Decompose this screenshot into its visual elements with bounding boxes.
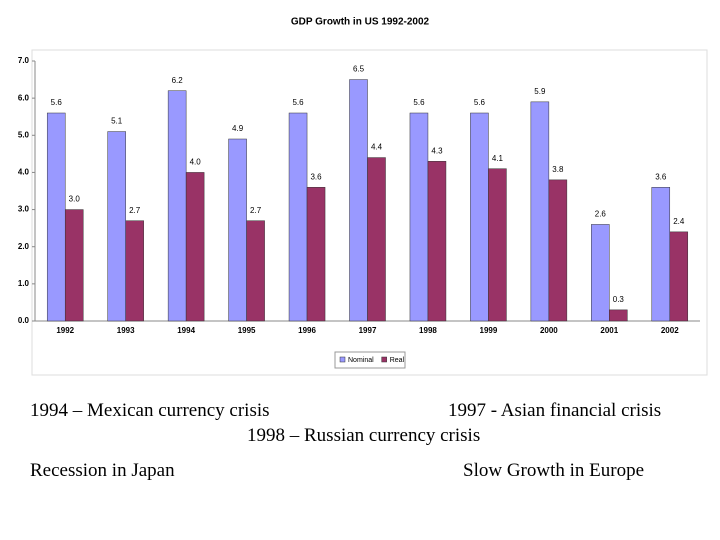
- note: 1994 – Mexican currency crisis: [30, 400, 270, 421]
- value-label: 2.7: [129, 206, 141, 215]
- legend-label: Nominal: [348, 357, 374, 364]
- note: 1998 – Russian currency crisis: [247, 425, 481, 446]
- y-tick-label: 1.0: [18, 279, 30, 288]
- value-label: 3.0: [69, 195, 81, 204]
- value-label: 6.2: [172, 76, 184, 85]
- y-tick-label: 2.0: [18, 242, 30, 251]
- value-label: 5.6: [51, 98, 63, 107]
- value-label: 4.1: [492, 154, 504, 163]
- bar: [228, 138, 247, 322]
- bar: [609, 309, 628, 322]
- bar: [651, 187, 671, 322]
- bar: [367, 157, 386, 322]
- value-label: 6.5: [353, 65, 365, 74]
- bar: [669, 231, 689, 322]
- value-label: 3.8: [552, 165, 564, 174]
- bar: [167, 90, 187, 322]
- value-label: 4.4: [371, 143, 383, 152]
- bar: [46, 112, 66, 322]
- legend-swatch: [339, 356, 346, 363]
- bar: [548, 179, 568, 322]
- value-label: 5.6: [292, 98, 304, 107]
- bar: [470, 112, 489, 322]
- bar: [427, 161, 447, 322]
- bar: [591, 224, 610, 322]
- bar: [246, 220, 265, 322]
- bar: [185, 172, 205, 322]
- value-label: 4.9: [232, 124, 244, 133]
- x-tick-label: 2002: [661, 326, 679, 335]
- value-label: 3.6: [655, 172, 667, 181]
- y-tick-label: 4.0: [18, 168, 30, 177]
- chart-title: GDP Growth in US 1992-2002: [291, 17, 430, 28]
- value-label: 5.6: [474, 98, 486, 107]
- x-tick-label: 1995: [238, 326, 256, 335]
- x-tick-label: 1994: [177, 326, 195, 335]
- bar: [64, 209, 84, 322]
- bar: [125, 220, 144, 322]
- x-tick-label: 2001: [600, 326, 618, 335]
- y-tick-label: 5.0: [18, 130, 30, 139]
- bar: [349, 79, 368, 322]
- note: Recession in Japan: [30, 460, 175, 481]
- bar: [488, 168, 507, 322]
- y-tick-label: 3.0: [18, 205, 30, 214]
- x-tick-label: 1997: [359, 326, 377, 335]
- bar: [409, 112, 429, 322]
- value-label: 4.3: [431, 146, 443, 155]
- x-tick-label: 1993: [117, 326, 135, 335]
- bar: [306, 187, 326, 322]
- y-tick-label: 7.0: [18, 56, 30, 65]
- x-tick-label: 2000: [540, 326, 558, 335]
- chart-frame: [31, 49, 708, 376]
- value-label: 5.9: [534, 87, 546, 96]
- value-label: 5.6: [413, 98, 425, 107]
- y-tick-label: 0.0: [18, 316, 30, 325]
- value-label: 2.4: [673, 217, 685, 226]
- note: Slow Growth in Europe: [463, 460, 645, 481]
- value-label: 5.1: [111, 117, 123, 126]
- legend-box: [334, 351, 406, 369]
- value-label: 0.3: [613, 295, 625, 304]
- value-label: 4.0: [190, 158, 202, 167]
- value-label: 3.6: [310, 172, 322, 181]
- x-tick-label: 1996: [298, 326, 316, 335]
- note: 1997 - Asian financial crisis: [448, 400, 662, 421]
- legend-label: Real: [390, 357, 405, 364]
- value-label: 2.7: [250, 206, 262, 215]
- chart: GDP Growth in US 1992-2002 0.0 1.0 2.0 3.0 4…: [18, 17, 708, 376]
- x-tick-label: 1992: [56, 326, 74, 335]
- x-tick-label: 1998: [419, 326, 437, 335]
- bar: [107, 131, 126, 322]
- x-tick-label: 1999: [480, 326, 498, 335]
- y-tick-label: 6.0: [18, 93, 30, 102]
- bar: [530, 101, 550, 322]
- legend-swatch: [381, 356, 387, 363]
- bar: [288, 112, 308, 322]
- value-label: 2.6: [595, 210, 607, 219]
